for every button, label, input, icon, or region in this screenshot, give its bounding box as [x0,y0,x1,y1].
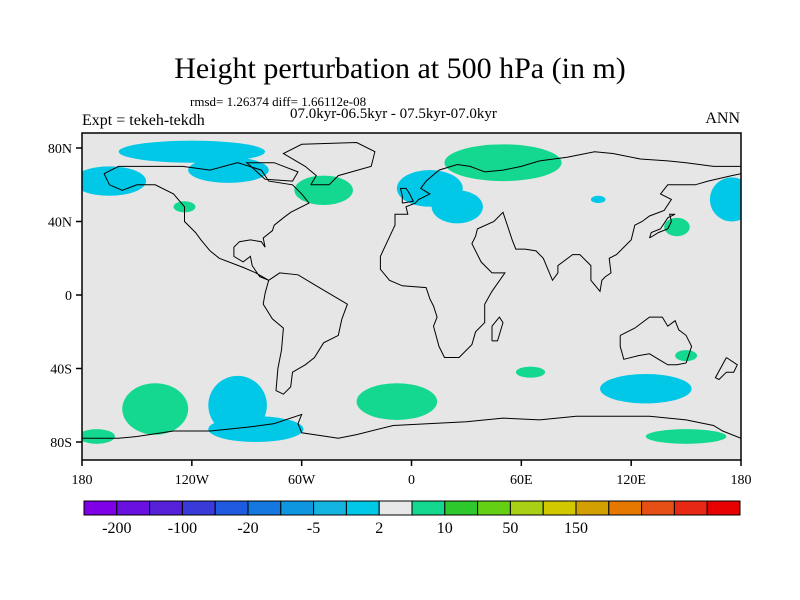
lon-tick-label: 60E [510,473,533,488]
colorbar-swatch [345,500,380,516]
longitude-axis: 180 120W 60W 0 60E 120E 180 [72,460,752,488]
colorbar-label: 50 [502,520,518,537]
colorbar-swatch [280,500,315,516]
experiment-label: Expt = tekeh-tekdh [82,112,205,129]
coastline-new-zealand [714,357,738,381]
lat-tick-label: 80N [48,142,72,157]
colorbar-swatch [444,500,479,516]
colorbar-swatch [116,500,151,516]
stats-subtitle: rmsd= 1.26374 diff= 1.66112e-08 [190,94,367,109]
map-title: Height perturbation at 500 hPa (in m) [174,52,626,85]
colorbar-swatch [706,500,741,516]
lat-tick-label: 40S [50,363,72,378]
period-subtitle: 07.0kyr-06.5kyr - 07.5kyr-07.0kyr [290,106,497,122]
lon-tick-label: 180 [72,473,93,488]
anomaly-region-positive [122,383,189,435]
colorbar-swatch [673,500,708,516]
colorbar-label: 2 [375,520,383,537]
coastline-japan [649,213,676,239]
anomaly-region-negative [188,157,269,183]
lat-tick-label: 80S [50,436,72,451]
season-label: ANN [705,110,740,127]
colorbar-label: 150 [564,520,588,537]
colorbar-swatch [149,500,183,516]
anomaly-region-positive [645,429,727,444]
coastlines [82,141,741,439]
colorbar-label: -20 [237,520,258,537]
colorbar-swatch [477,500,511,516]
anomaly-region-positive [294,175,353,205]
anomaly-region-positive [444,144,562,182]
coastline-south-america [262,272,349,395]
coastline-antarctica [82,413,741,439]
colorbar-swatch [83,500,118,516]
colorbar-swatch [247,500,282,516]
coastline-greenland [282,141,376,186]
anomaly-region-positive [82,429,115,444]
coastline-north-america [103,162,310,281]
lon-tick-label: 60W [288,473,316,488]
coastline-madagascar [491,316,504,342]
colorbar-label: 10 [437,520,453,537]
anomaly-region-negative [600,374,692,404]
colorbar: -200 -100 -20 -5 2 10 50 150 [83,500,741,537]
anomaly-region-positive [515,366,546,378]
anomaly-region-negative [590,195,606,204]
coastline-baffin-island [245,162,299,182]
anomaly-region-negative [709,177,741,222]
lat-tick-label: 40N [48,216,72,231]
coastline-australia [619,316,693,366]
colorbar-swatch [542,500,577,516]
colorbar-swatch [641,500,675,516]
lat-tick-label: 0 [65,289,72,304]
anomaly-regions [82,140,741,444]
lon-tick-label: 180 [731,473,752,488]
coastline-eurasia-africa [379,151,741,358]
lon-tick-label: 0 [408,473,415,488]
anomaly-region-positive [356,383,438,420]
colorbar-swatch [411,500,446,516]
lon-tick-label: 120E [616,473,646,488]
colorbar-label: -200 [102,520,131,537]
anomaly-region-negative [208,416,304,443]
colorbar-label: -5 [307,520,320,537]
colorbar-swatch [181,500,216,516]
colorbar-swatch [313,500,347,516]
colorbar-swatch [509,500,544,516]
colorbar-swatch [214,500,249,516]
anomaly-region-positive [664,217,690,237]
colorbar-label: -100 [168,520,197,537]
colorbar-swatch [608,500,643,516]
colorbar-swatch [575,500,610,516]
colorbar-swatch [378,500,413,516]
lon-tick-label: 120W [175,473,210,488]
anomaly-region-negative [431,190,483,224]
anomaly-region-positive [675,350,698,362]
anomaly-region-negative [82,166,147,196]
coastline-british-isles [399,187,415,204]
latitude-axis: 80N 40N 0 40S 80S [48,142,82,451]
